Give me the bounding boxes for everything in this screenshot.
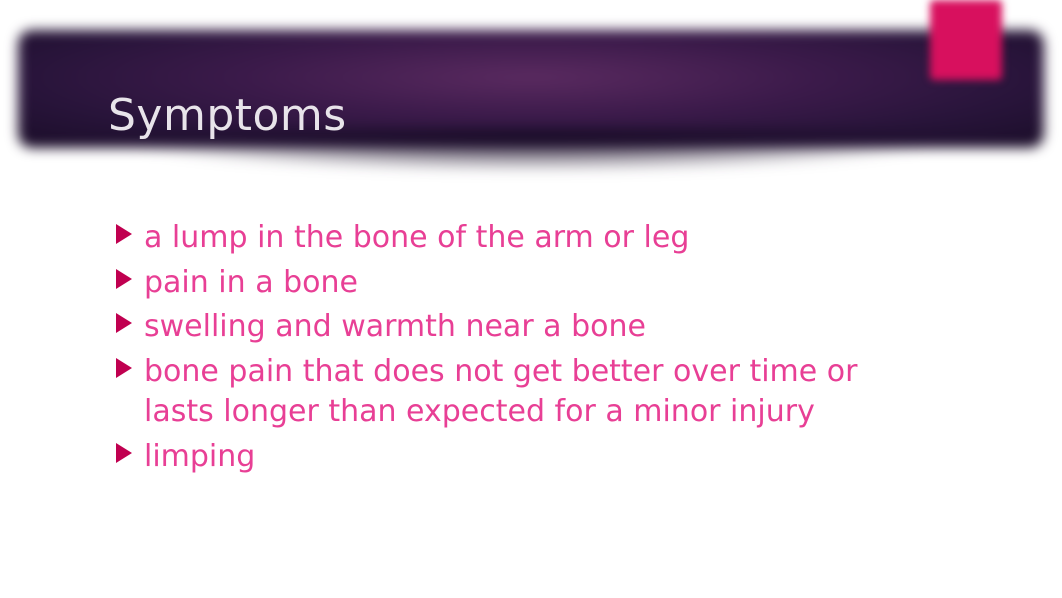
slide-title: Symptoms [108, 90, 347, 141]
triangle-bullet-icon [116, 224, 132, 244]
triangle-bullet-icon [116, 358, 132, 378]
accent-tab [930, 0, 1002, 80]
symptom-list: a lump in the bone of the arm or leg pai… [120, 218, 892, 477]
list-item-text: swelling and warmth near a bone [144, 309, 646, 344]
triangle-bullet-icon [116, 443, 132, 463]
list-item: swelling and warmth near a bone [120, 307, 892, 348]
list-item: pain in a bone [120, 263, 892, 304]
list-item-text: limping [144, 439, 255, 474]
list-item: limping [120, 437, 892, 478]
list-item-text: pain in a bone [144, 265, 358, 300]
list-item: a lump in the bone of the arm or leg [120, 218, 892, 259]
list-item-text: bone pain that does not get better over … [144, 354, 857, 430]
triangle-bullet-icon [116, 269, 132, 289]
list-item: bone pain that does not get better over … [120, 352, 892, 433]
triangle-bullet-icon [116, 313, 132, 333]
list-item-text: a lump in the bone of the arm or leg [144, 220, 689, 255]
slide-body: a lump in the bone of the arm or leg pai… [120, 218, 892, 481]
